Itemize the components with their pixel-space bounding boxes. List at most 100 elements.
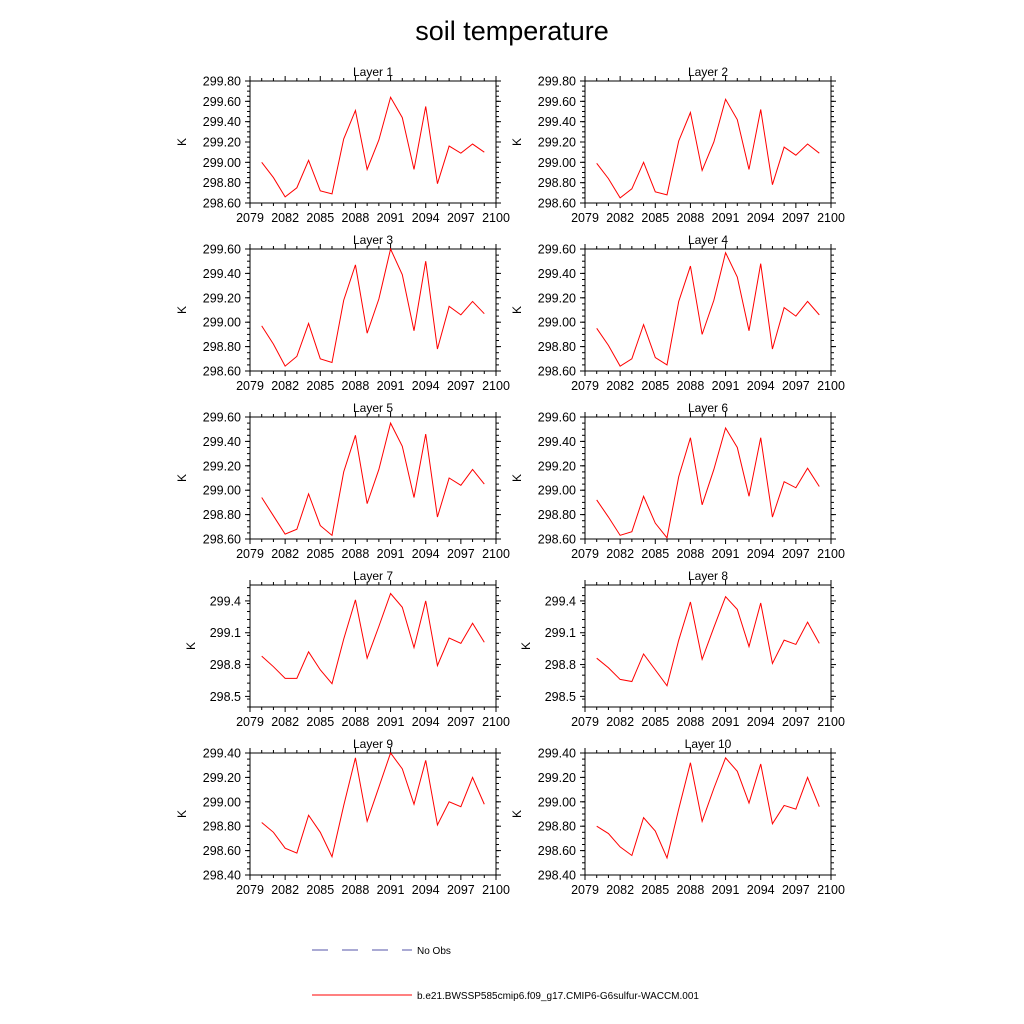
y-tick-label: 299.40 <box>203 115 241 129</box>
y-tick-label: 299.60 <box>538 95 576 109</box>
x-tick-label: 2088 <box>677 715 705 729</box>
y-tick-label: 299.40 <box>538 747 576 761</box>
x-tick-label: 2094 <box>412 883 440 897</box>
x-tick-label: 2091 <box>712 547 740 561</box>
x-tick-label: 2079 <box>571 547 599 561</box>
y-tick-label: 298.80 <box>203 508 241 522</box>
y-tick-label: 299.40 <box>538 115 576 129</box>
x-tick-label: 2097 <box>782 547 810 561</box>
x-tick-label: 2094 <box>412 379 440 393</box>
x-tick-label: 2085 <box>306 379 334 393</box>
x-tick-label: 2082 <box>606 715 634 729</box>
x-tick-label: 2097 <box>447 715 475 729</box>
x-tick-label: 2079 <box>236 883 264 897</box>
panel-layer-2: Layer 2 2079 2082 2085 2088 2091 2094 2097 2100 2… <box>510 65 845 225</box>
plot-frame <box>249 80 497 204</box>
y-tick-label: 299.60 <box>538 411 576 425</box>
y-tick-label: 298.5 <box>210 690 241 704</box>
y-axis-label: K <box>510 810 524 818</box>
x-tick-label: 2091 <box>712 211 740 225</box>
panel-title: Layer 4 <box>688 233 728 247</box>
y-tick-label: 298.60 <box>538 844 576 858</box>
y-tick-label: 299.00 <box>203 316 241 330</box>
y-tick-label: 298.80 <box>538 820 576 834</box>
x-tick-label: 2097 <box>447 379 475 393</box>
y-tick-label: 299.20 <box>203 459 241 473</box>
panel-layer-1: Layer 1 2079 2082 2085 2088 2091 2094 2097 2100 2… <box>175 65 510 225</box>
x-tick-label: 2094 <box>747 547 775 561</box>
y-tick-label: 299.40 <box>538 435 576 449</box>
x-tick-label: 2100 <box>482 547 510 561</box>
y-tick-label: 298.60 <box>203 365 241 379</box>
legend-label: No Obs <box>417 946 451 957</box>
x-tick-label: 2100 <box>817 211 845 225</box>
y-tick-label: 299.20 <box>538 459 576 473</box>
x-tick-label: 2088 <box>342 379 370 393</box>
y-tick-label: 299.4 <box>545 594 576 608</box>
series-line <box>596 98 820 199</box>
panel-title: Layer 9 <box>353 737 393 751</box>
x-tick-label: 2082 <box>271 547 299 561</box>
x-tick-label: 2079 <box>571 379 599 393</box>
x-tick-label: 2082 <box>271 211 299 225</box>
series-line <box>596 756 820 860</box>
x-tick-label: 2097 <box>447 883 475 897</box>
y-tick-label: 298.80 <box>538 508 576 522</box>
x-tick-label: 2091 <box>377 379 405 393</box>
y-axis-label: K <box>175 474 189 482</box>
y-tick-label: 298.80 <box>203 340 241 354</box>
x-tick-label: 2079 <box>236 379 264 393</box>
x-tick-label: 2079 <box>236 715 264 729</box>
plot-frame <box>584 80 832 204</box>
x-tick-label: 2085 <box>641 211 669 225</box>
panel-layer-7: Layer 7 2079 2082 2085 2088 2091 2094 2097 2100 2… <box>184 569 510 729</box>
y-tick-label: 298.40 <box>538 869 576 883</box>
x-tick-label: 2085 <box>641 883 669 897</box>
x-tick-label: 2085 <box>306 715 334 729</box>
x-tick-label: 2094 <box>412 211 440 225</box>
y-tick-label: 299.4 <box>210 594 241 608</box>
y-tick-label: 298.5 <box>545 690 576 704</box>
x-tick-label: 2088 <box>342 883 370 897</box>
x-tick-label: 2100 <box>817 715 845 729</box>
x-tick-label: 2088 <box>677 883 705 897</box>
x-tick-label: 2094 <box>747 379 775 393</box>
panel-title: Layer 8 <box>688 569 728 583</box>
y-axis-label: K <box>175 306 189 314</box>
x-tick-label: 2088 <box>677 379 705 393</box>
panel-title: Layer 2 <box>688 65 728 79</box>
panel-title: Layer 6 <box>688 401 728 415</box>
y-tick-label: 298.80 <box>203 820 241 834</box>
y-tick-label: 299.1 <box>210 626 241 640</box>
legend-entry-no-obs: No Obs <box>312 946 451 957</box>
panel-title: Layer 7 <box>353 569 393 583</box>
panel-layer-8: Layer 8 2079 2082 2085 2088 2091 2094 2097 2100 2… <box>519 569 845 729</box>
x-tick-label: 2097 <box>782 715 810 729</box>
y-tick-label: 298.60 <box>538 533 576 547</box>
y-tick-label: 298.80 <box>538 176 576 190</box>
series-line <box>261 95 485 198</box>
x-tick-label: 2079 <box>236 211 264 225</box>
y-tick-label: 298.40 <box>203 869 241 883</box>
x-tick-label: 2091 <box>377 883 405 897</box>
plot-frame <box>249 416 497 540</box>
y-axis-label: K <box>519 642 533 650</box>
legend-entry-series: b.e21.BWSSP585cmip6.f09_g17.CMIP6-G6sulf… <box>312 991 699 1002</box>
x-tick-label: 2085 <box>641 547 669 561</box>
x-tick-label: 2094 <box>412 547 440 561</box>
y-tick-label: 298.60 <box>538 365 576 379</box>
y-tick-label: 299.20 <box>538 291 576 305</box>
x-tick-label: 2091 <box>377 547 405 561</box>
x-tick-label: 2091 <box>377 715 405 729</box>
y-tick-label: 299.00 <box>203 156 241 170</box>
y-tick-label: 299.00 <box>538 795 576 809</box>
x-tick-label: 2079 <box>571 211 599 225</box>
x-tick-label: 2097 <box>782 379 810 393</box>
panel-layer-5: Layer 5 2079 2082 2085 2088 2091 2094 2097 2100 2… <box>175 401 510 561</box>
x-tick-label: 2100 <box>482 211 510 225</box>
panel-grid: Layer 1 2079 2082 2085 2088 2091 2094 2097 2100 2… <box>175 65 845 897</box>
x-tick-label: 2094 <box>747 883 775 897</box>
y-axis-label: K <box>510 474 524 482</box>
panel-layer-3: Layer 3 2079 2082 2085 2088 2091 2094 2097 2100 2… <box>175 233 510 393</box>
x-tick-label: 2082 <box>271 379 299 393</box>
